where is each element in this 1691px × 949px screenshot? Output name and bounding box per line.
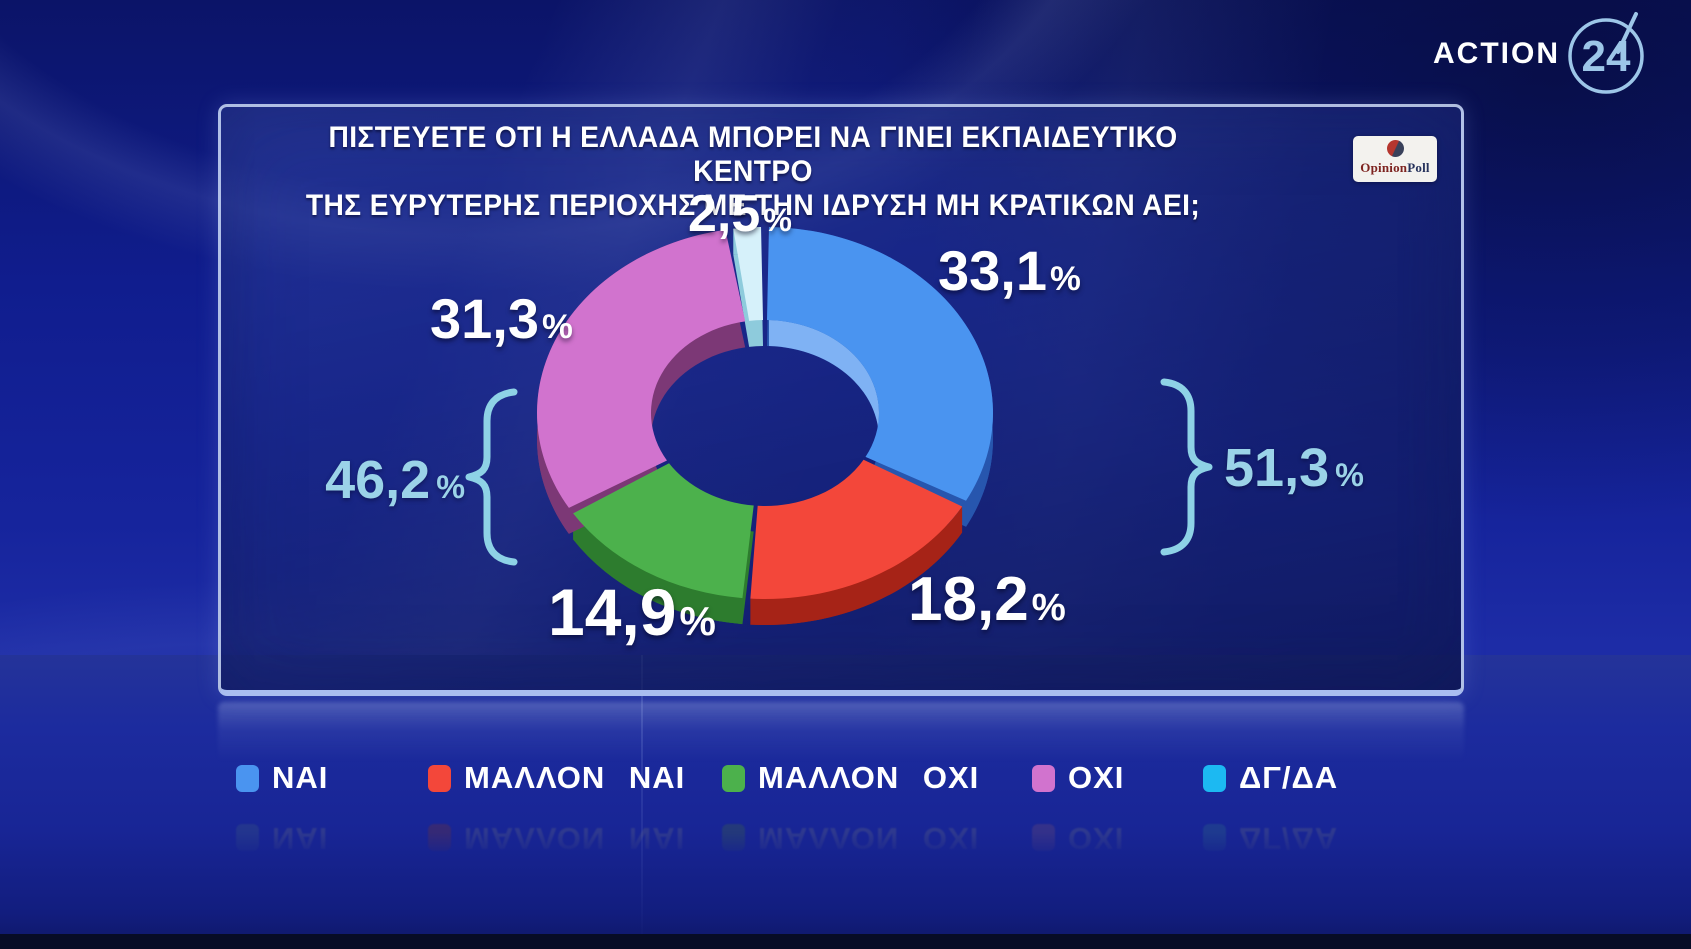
legend-item-mallon-nai: ΜΑΛΛΟΝ ΝΑΙ: [428, 758, 685, 798]
chart-legend: ΝΑΙ ΜΑΛΛΟΝ ΝΑΙ ΜΑΛΛΟΝ ΟΧΙ ΟΧΙ ΔΓ/ΔΑ: [218, 758, 1468, 804]
floor-seam-line: [641, 655, 643, 949]
slice-value-mallon-nai: 18,2: [908, 565, 1029, 634]
studio-floor: [0, 655, 1691, 949]
percent-sign: %: [436, 469, 465, 505]
group-total-yes: 51,3%: [1224, 437, 1364, 499]
opinion-poll-badge: OpinionPoll: [1353, 136, 1437, 182]
slice-value-mallon-oxi: 14,9: [548, 575, 677, 649]
legend-item-mallon-oxi: ΜΑΛΛΟΝ ΟΧΙ: [722, 758, 979, 798]
logo-circle: [1568, 18, 1644, 94]
percent-sign: %: [1050, 260, 1081, 298]
legend-reflection-label: ΜΑΛΛΟΝ ΝΑΙ: [464, 821, 686, 856]
legend-reflection-item: ΟΧΙ: [1032, 818, 1124, 858]
legend-reflection-item: ΝΑΙ: [236, 818, 328, 858]
legend-reflection-swatch: [428, 824, 451, 852]
legend-reflection-label: ΜΑΛΛΟΝ ΟΧΙ: [758, 821, 980, 856]
legend-reflection-label: ΔΓ/ΔΑ: [1239, 821, 1339, 856]
legend-swatch-dgda: [1203, 764, 1226, 792]
legend-label-nai: ΝΑΙ: [272, 760, 329, 795]
logo-swoosh: [1616, 12, 1638, 54]
badge-text-part2: Poll: [1407, 160, 1430, 175]
badge-text-part1: Opinion: [1360, 160, 1408, 175]
legend-reflection-item: ΔΓ/ΔΑ: [1203, 818, 1338, 858]
percent-sign: %: [542, 308, 573, 346]
poll-question-line2: ΤΗΣ ΕΥΡΥΤΕΡΗΣ ΠΕΡΙΟΧΗΣ ΜΕ ΤΗΝ ΙΔΡΥΣΗ ΜΗ …: [305, 189, 1201, 222]
poll-panel: ΠΙΣΤΕΥΕΤΕ ΟΤΙ Η ΕΛΛΑΔΑ ΜΠΟΡΕΙ ΝΑ ΓΙΝΕΙ Ε…: [218, 104, 1464, 696]
group-total-no: 46,2%: [290, 449, 465, 511]
percent-sign: %: [1335, 457, 1364, 493]
percent-sign: %: [763, 202, 792, 238]
legend-swatch-oxi: [1032, 764, 1055, 792]
percent-sign: %: [679, 598, 716, 644]
group-total-yes-value: 51,3: [1224, 438, 1330, 498]
channel-number-text: 24: [1582, 32, 1631, 81]
poll-question-title: ΠΙΣΤΕΥΕΤΕ ΟΤΙ Η ΕΛΛΑΔΑ ΜΠΟΡΕΙ ΝΑ ΓΙΝΕΙ Ε…: [283, 121, 1223, 223]
legend-item-oxi: ΟΧΙ: [1032, 758, 1124, 798]
opinion-poll-logo-text: OpinionPoll: [1353, 160, 1437, 176]
legend-item-dgda: ΔΓ/ΔΑ: [1203, 758, 1338, 798]
chart-legend-reflection: ΝΑΙ ΜΑΛΛΟΝ ΝΑΙ ΜΑΛΛΟΝ ΟΧΙ ΟΧΙ ΔΓ/ΔΑ: [218, 812, 1468, 858]
legend-label-mallon-oxi: ΜΑΛΛΟΝ ΟΧΙ: [758, 760, 980, 795]
slice-label-mallon-nai: 18,2%: [908, 564, 1066, 635]
legend-reflection-item: ΜΑΛΛΟΝ ΝΑΙ: [428, 818, 685, 858]
action24-logo: ACTION 24: [1433, 12, 1644, 94]
legend-reflection-swatch: [1203, 824, 1226, 852]
slice-label-nai: 33,1%: [938, 238, 1081, 303]
legend-label-mallon-nai: ΜΑΛΛΟΝ ΝΑΙ: [464, 760, 686, 795]
slice-label-mallon-oxi: 14,9%: [548, 574, 716, 650]
legend-label-dgda: ΔΓ/ΔΑ: [1239, 760, 1339, 795]
slice-value-oxi: 31,3: [430, 287, 539, 350]
legend-reflection-label: ΟΧΙ: [1068, 821, 1125, 856]
legend-item-nai: ΝΑΙ: [236, 758, 328, 798]
panel-floor-reflection: [218, 702, 1464, 772]
percent-sign: %: [1031, 586, 1066, 629]
legend-reflection-item: ΜΑΛΛΟΝ ΟΧΙ: [722, 818, 979, 858]
channel-name-text: ACTION: [1433, 37, 1560, 70]
slice-label-dgda: 2,5%: [688, 184, 792, 244]
slice-value-dgda: 2,5: [688, 185, 761, 243]
slice-value-nai: 33,1: [938, 239, 1047, 302]
poll-question-line1: ΠΙΣΤΕΥΕΤΕ ΟΤΙ Η ΕΛΛΑΔΑ ΜΠΟΡΕΙ ΝΑ ΓΙΝΕΙ Ε…: [328, 121, 1178, 188]
legend-swatch-nai: [236, 764, 259, 792]
legend-reflection-swatch: [1032, 824, 1055, 852]
legend-swatch-mallon-nai: [428, 764, 451, 792]
legend-swatch-mallon-oxi: [722, 764, 745, 792]
group-total-no-value: 46,2: [325, 450, 431, 510]
legend-reflection-swatch: [236, 824, 259, 852]
bottom-dark-strip: [0, 934, 1691, 949]
slice-label-oxi: 31,3%: [430, 286, 573, 351]
opinion-poll-logo-icon: [1386, 140, 1404, 157]
legend-reflection-swatch: [722, 824, 745, 852]
legend-label-oxi: ΟΧΙ: [1068, 760, 1125, 795]
legend-reflection-label: ΝΑΙ: [272, 821, 329, 856]
